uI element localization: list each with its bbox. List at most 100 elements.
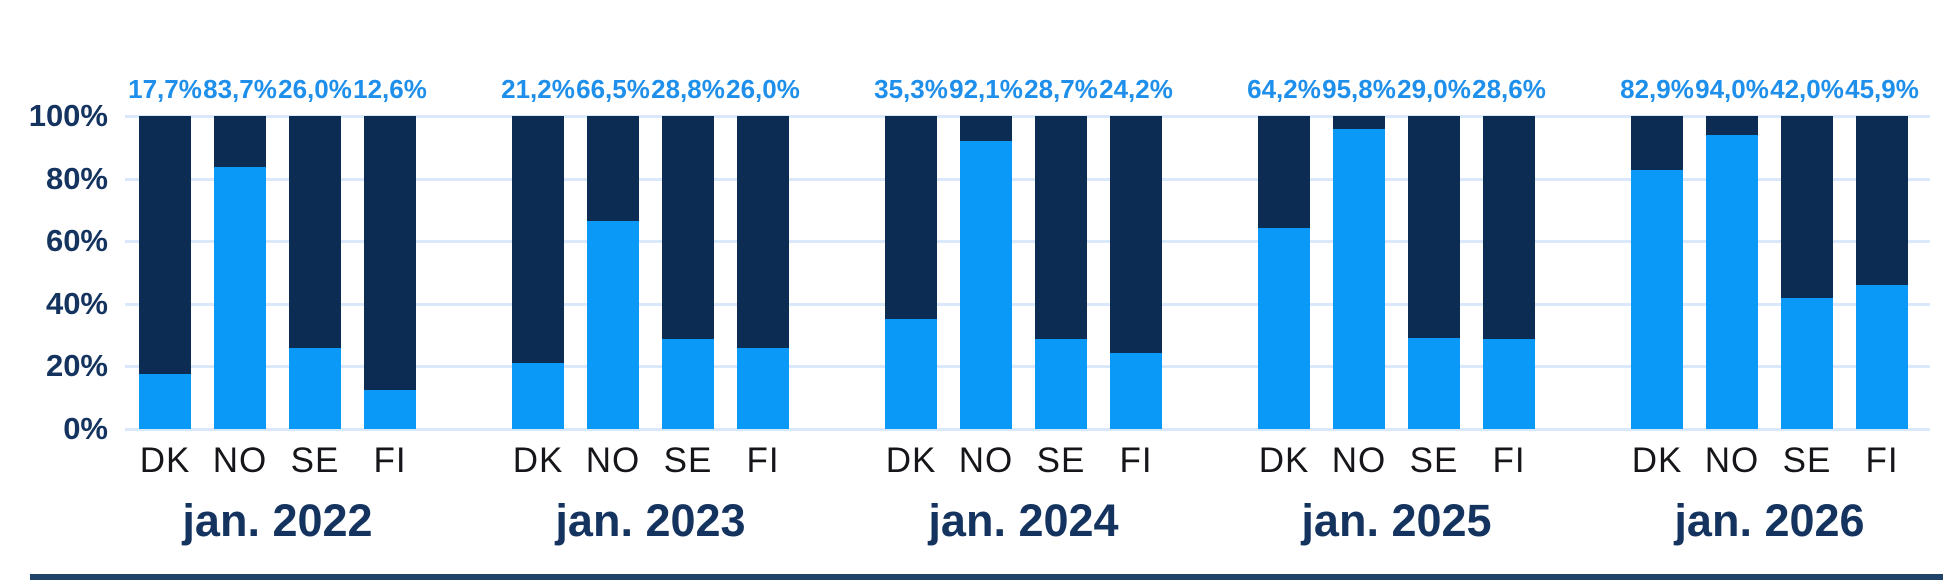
bar-segment-remainder [587,116,639,221]
category-label-DK: DK [139,441,191,480]
gridline-80 [125,177,1930,181]
bar-segment-remainder [960,116,1012,141]
bar-SE-jan--2024: 28,7% SE [1024,74,1098,480]
bar-segment-value [1781,297,1833,429]
bar-group-jan--2022: 17,7% DK 83,7% NO 26,0% SE 12,6% FI jan. 2022 [125,74,498,546]
bar-segment-remainder [139,116,191,374]
value-label-SE: 26,0% [278,74,352,104]
value-label-NO: 92,1% [949,74,1023,104]
bar-segment-remainder [512,116,564,363]
bar-segment-value [289,347,341,429]
category-label-FI: FI [1119,441,1153,480]
value-label-FI: 26,0% [726,74,800,104]
category-label-NO: NO [1331,441,1387,480]
bar-DK-jan--2022: 17,7% DK [128,74,202,480]
category-label-FI: FI [746,441,780,480]
category-label-FI: FI [373,441,407,480]
bar-segment-remainder [737,116,789,348]
value-label-SE: 29,0% [1397,74,1471,104]
category-label-SE: SE [663,441,713,480]
value-label-DK: 17,7% [128,74,202,104]
gridline-40 [125,302,1930,306]
value-label-DK: 64,2% [1247,74,1321,104]
value-label-FI: 12,6% [353,74,427,104]
value-label-NO: 83,7% [203,74,277,104]
bar-segment-remainder [1781,116,1833,298]
bar-segment-value [1035,339,1087,429]
bar-FI-jan--2024: 24,2% FI [1099,74,1173,480]
bars-row: 17,7% DK 83,7% NO 26,0% SE 12,6% FI [128,74,427,480]
bar-segment-remainder [214,116,266,168]
bar-SE-jan--2022: 26,0% SE [278,74,352,480]
bar-segment-remainder [1408,116,1460,339]
category-label-NO: NO [585,441,641,480]
gridline-20 [125,365,1930,369]
bar-segment-value [1110,353,1162,429]
value-label-NO: 95,8% [1322,74,1396,104]
bar-segment-remainder [1035,116,1087,340]
bar-segment-remainder [1856,116,1908,286]
bar-group-jan--2024: 35,3% DK 92,1% NO 28,7% SE 24,2% FI jan. 2024 [871,74,1244,546]
bar-DK-jan--2025: 64,2% DK [1247,74,1321,480]
value-label-DK: 21,2% [501,74,575,104]
bar-segment-remainder [289,116,341,348]
bar-segment-value [214,167,266,429]
category-label-FI: FI [1492,441,1526,480]
value-label-SE: 42,0% [1770,74,1844,104]
category-label-DK: DK [1631,441,1683,480]
bar-segment-value [364,389,416,429]
bar-SE-jan--2025: 29,0% SE [1397,74,1471,480]
group-label: jan. 2025 [1301,495,1492,546]
bar-segment-remainder [1706,116,1758,135]
bar-group-jan--2026: 82,9% DK 94,0% NO 42,0% SE 45,9% FI jan. 2026 [1617,74,1958,546]
bar-segment-value [960,140,1012,429]
bottom-rule-divider [30,574,1943,580]
bar-DK-jan--2023: 21,2% DK [501,74,575,480]
bar-FI-jan--2022: 12,6% FI [353,74,427,480]
bar-segment-value [1333,129,1385,429]
bar-FI-jan--2023: 26,0% FI [726,74,800,480]
bar-DK-jan--2026: 82,9% DK [1620,74,1694,480]
group-label: jan. 2026 [1674,495,1865,546]
category-label-NO: NO [212,441,268,480]
bar-segment-remainder [364,116,416,390]
y-tick-label-40: 40% [45,285,108,321]
bar-NO-jan--2022: 83,7% NO [203,74,277,480]
gridline-100 [125,115,1930,118]
category-label-NO: NO [958,441,1014,480]
bar-group-jan--2023: 21,2% DK 66,5% NO 28,8% SE 26,0% FI jan. 2023 [498,74,871,546]
bar-NO-jan--2026: 94,0% NO [1695,74,1769,480]
bar-segment-value [1483,339,1535,429]
bar-segment-value [139,373,191,429]
bar-segment-value [1706,134,1758,429]
bar-NO-jan--2025: 95,8% NO [1322,74,1396,480]
bar-segment-value [1856,285,1908,429]
gridline-60 [125,240,1930,244]
bar-segment-value [512,362,564,429]
bar-segment-remainder [1110,116,1162,354]
bar-DK-jan--2024: 35,3% DK [874,74,948,480]
y-tick-label-80: 80% [45,160,108,196]
bar-FI-jan--2026: 45,9% FI [1845,74,1919,480]
bar-segment-remainder [885,116,937,319]
bars-row: 82,9% DK 94,0% NO 42,0% SE 45,9% FI [1620,74,1919,480]
category-label-SE: SE [290,441,340,480]
y-tick-label-20: 20% [45,348,108,384]
value-label-FI: 45,9% [1845,74,1919,104]
y-tick-label-0: 0% [63,411,108,446]
bar-segment-value [737,347,789,429]
category-label-SE: SE [1782,441,1832,480]
bar-SE-jan--2023: 28,8% SE [651,74,725,480]
y-tick-label-100: 100% [28,98,108,133]
value-label-DK: 35,3% [874,74,948,104]
value-label-DK: 82,9% [1620,74,1694,104]
category-label-SE: SE [1036,441,1086,480]
bar-segment-value [1631,169,1683,429]
bar-segment-value [662,338,714,429]
bar-segment-remainder [1258,116,1310,229]
category-label-FI: FI [1865,441,1899,480]
category-label-NO: NO [1704,441,1760,480]
bar-segment-remainder [1333,116,1385,130]
group-label: jan. 2022 [182,495,373,546]
